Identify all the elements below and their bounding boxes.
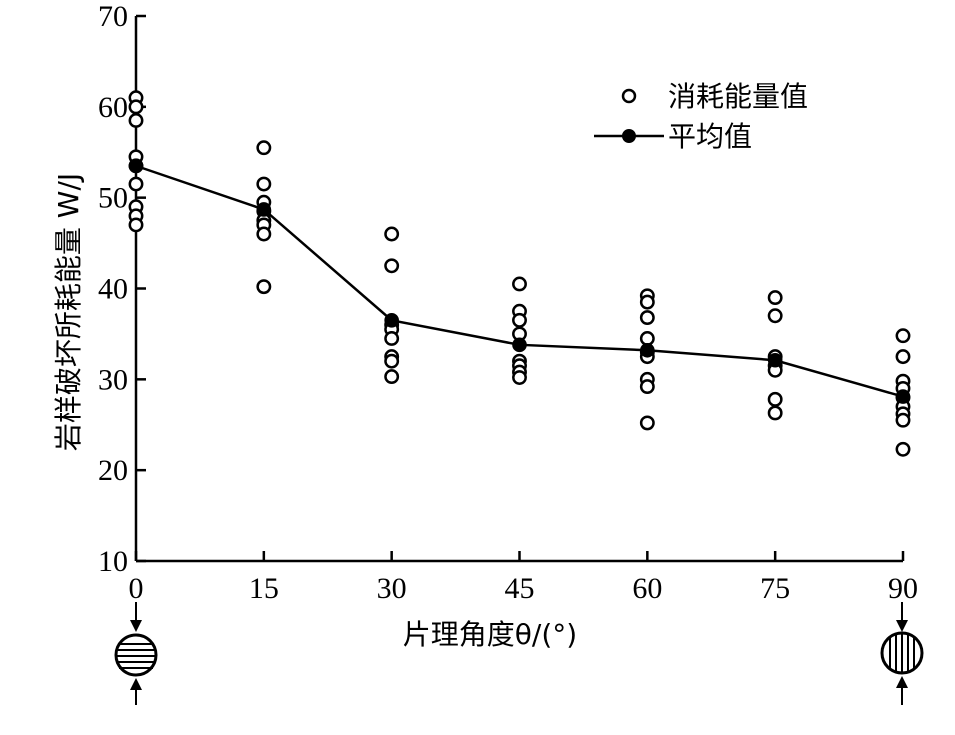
energy-data-point bbox=[639, 310, 655, 326]
energy-data-point bbox=[767, 308, 783, 324]
energy-data-point bbox=[895, 328, 911, 344]
energy-data-point bbox=[256, 176, 272, 192]
energy-data-point bbox=[512, 276, 527, 292]
average-data-point bbox=[767, 352, 783, 368]
energy-data-point bbox=[767, 290, 783, 306]
energy-data-point bbox=[128, 99, 144, 115]
energy-data-point bbox=[128, 113, 144, 128]
energy-data-point bbox=[639, 415, 655, 431]
x-tick-label: 45 bbox=[505, 572, 535, 605]
energy-data-point bbox=[767, 405, 783, 421]
y-tick-label: 60 bbox=[98, 91, 128, 124]
energy-data-point bbox=[128, 176, 144, 192]
energy-data-point bbox=[512, 312, 527, 328]
legend-filled-circle-marker bbox=[622, 129, 636, 143]
y-tick-label: 20 bbox=[98, 454, 128, 487]
energy-data-point bbox=[384, 258, 400, 274]
specimen-diagram-horizontal-foliation bbox=[114, 602, 158, 705]
average-data-point bbox=[128, 158, 144, 174]
x-tick-label: 75 bbox=[760, 572, 790, 605]
average-data-point bbox=[895, 389, 911, 404]
energy-data-point bbox=[895, 349, 911, 365]
energy-data-point bbox=[639, 294, 655, 310]
energy-data-point bbox=[639, 331, 655, 346]
energy-data-point bbox=[384, 226, 400, 242]
energy-data-point bbox=[639, 379, 655, 395]
average-data-point bbox=[384, 312, 399, 328]
energy-data-point bbox=[895, 441, 911, 457]
energy-data-point bbox=[256, 226, 272, 242]
average-data-point bbox=[640, 342, 655, 358]
average-data-point bbox=[512, 337, 527, 353]
legend-open-circle-marker bbox=[621, 88, 637, 104]
x-tick-label: 0 bbox=[129, 572, 144, 605]
x-tick-label: 30 bbox=[377, 572, 407, 605]
legend-label-energy: 消耗能量值 bbox=[668, 80, 808, 113]
legend-label-average: 平均值 bbox=[668, 120, 752, 153]
y-axis-label: 岩样破坏所耗能量 W/J bbox=[52, 173, 85, 451]
average-data-point bbox=[256, 202, 272, 217]
energy-data-point bbox=[895, 412, 911, 428]
legend: 消耗能量值 平均值 bbox=[594, 80, 808, 153]
energy-data-point bbox=[256, 140, 272, 156]
energy-data-point bbox=[384, 353, 400, 369]
energy-data-point bbox=[384, 369, 400, 385]
y-tick-label: 70 bbox=[98, 0, 128, 33]
y-tick-label: 10 bbox=[98, 545, 128, 578]
x-tick-label: 15 bbox=[249, 572, 279, 605]
y-tick-label: 30 bbox=[98, 363, 128, 396]
energy-data-point bbox=[384, 331, 400, 346]
energy-data-point bbox=[767, 391, 783, 407]
x-axis-label: 片理角度θ/(°) bbox=[403, 618, 577, 651]
y-tick-label: 40 bbox=[98, 273, 128, 306]
x-tick-label: 60 bbox=[632, 572, 662, 605]
x-tick-label: 90 bbox=[888, 572, 918, 605]
energy-data-point bbox=[512, 370, 527, 385]
energy-data-point bbox=[256, 279, 272, 295]
energy-data-point bbox=[128, 217, 144, 233]
specimen-diagram-vertical-foliation bbox=[880, 602, 924, 705]
y-tick-label: 50 bbox=[98, 182, 128, 215]
